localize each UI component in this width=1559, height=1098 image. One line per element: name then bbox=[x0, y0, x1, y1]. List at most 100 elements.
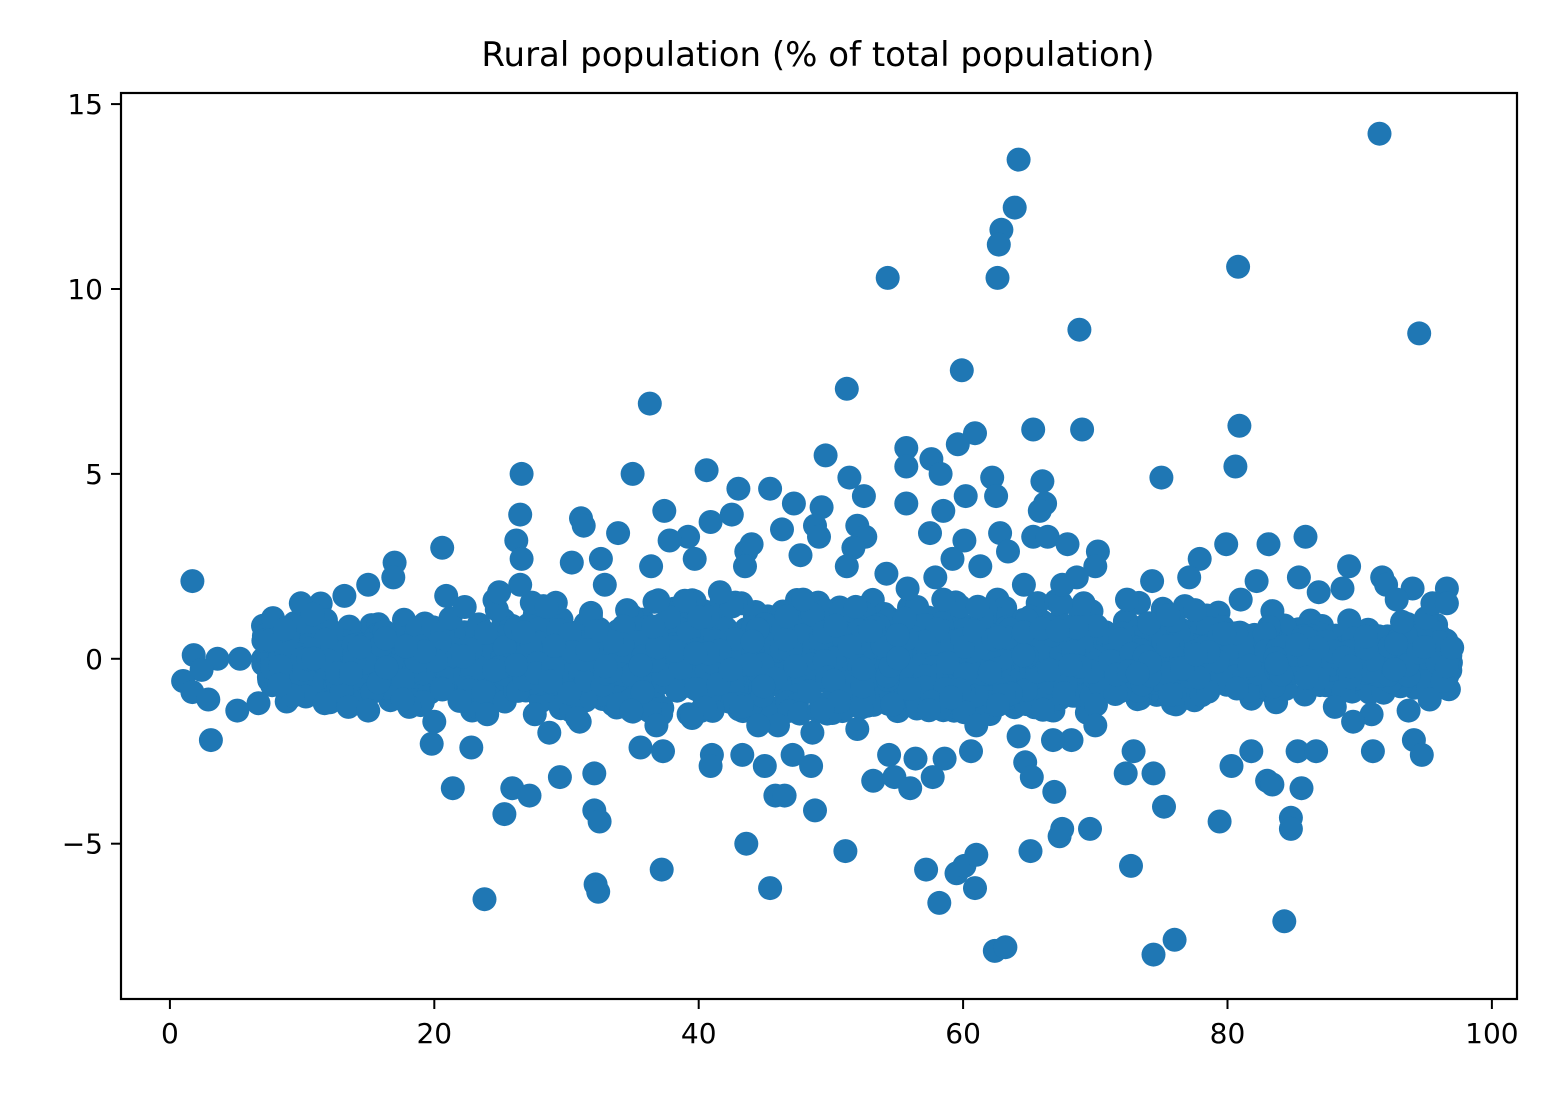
data-point bbox=[1434, 591, 1459, 616]
data-point bbox=[1067, 317, 1092, 342]
data-point bbox=[783, 654, 808, 679]
data-point bbox=[1214, 532, 1239, 557]
data-point bbox=[1006, 147, 1031, 172]
data-point bbox=[534, 595, 559, 619]
data-point bbox=[1337, 554, 1362, 579]
data-point bbox=[1306, 580, 1331, 605]
data-point bbox=[1412, 635, 1437, 660]
data-point bbox=[914, 857, 939, 882]
data-point bbox=[434, 583, 459, 608]
data-point bbox=[780, 742, 805, 767]
data-point bbox=[1359, 702, 1384, 727]
plot-frame bbox=[119, 91, 1519, 1001]
data-point bbox=[707, 580, 732, 605]
data-point bbox=[645, 635, 670, 660]
data-point bbox=[459, 735, 484, 760]
data-point bbox=[189, 657, 214, 682]
data-point bbox=[557, 681, 582, 706]
data-point bbox=[630, 680, 655, 704]
data-point bbox=[1037, 657, 1062, 682]
data-point bbox=[1304, 739, 1329, 764]
x-tick-label: 20 bbox=[416, 1017, 452, 1050]
data-point bbox=[726, 476, 751, 501]
data-point bbox=[751, 674, 776, 699]
data-point bbox=[639, 554, 664, 579]
data-point bbox=[791, 587, 816, 612]
data-point bbox=[1048, 592, 1073, 617]
data-point bbox=[1018, 839, 1043, 864]
data-point bbox=[511, 620, 536, 645]
data-point bbox=[646, 588, 671, 613]
data-point bbox=[730, 742, 755, 767]
data-point bbox=[1078, 816, 1102, 841]
data-point bbox=[509, 546, 534, 571]
data-point bbox=[1006, 724, 1031, 749]
y-axis: −5 0 5 10 15 bbox=[62, 88, 121, 861]
data-point bbox=[1382, 657, 1407, 682]
data-point bbox=[332, 583, 357, 608]
data-point bbox=[1059, 728, 1084, 753]
data-point bbox=[833, 839, 858, 864]
data-point bbox=[676, 524, 701, 549]
data-point bbox=[619, 698, 644, 723]
data-point bbox=[962, 619, 987, 644]
data-point bbox=[542, 633, 567, 658]
data-point bbox=[1030, 469, 1055, 494]
data-point bbox=[843, 594, 868, 619]
data-point bbox=[968, 554, 993, 579]
data-point bbox=[1141, 761, 1166, 786]
data-point bbox=[657, 528, 682, 553]
data-point bbox=[1019, 765, 1044, 790]
data-point bbox=[575, 638, 600, 662]
data-point bbox=[228, 646, 252, 671]
data-point bbox=[628, 735, 653, 760]
data-point bbox=[665, 678, 690, 703]
data-point bbox=[803, 798, 827, 823]
data-point bbox=[1272, 909, 1297, 934]
data-point bbox=[620, 461, 645, 486]
data-point bbox=[964, 842, 989, 867]
data-point bbox=[986, 232, 1011, 257]
data-point bbox=[986, 692, 1010, 717]
data-point bbox=[996, 539, 1020, 564]
data-point bbox=[492, 802, 517, 827]
x-tick-label: 80 bbox=[1210, 1017, 1246, 1050]
data-point bbox=[851, 484, 876, 509]
data-point bbox=[390, 687, 415, 712]
data-point bbox=[482, 658, 506, 683]
data-point bbox=[1184, 642, 1208, 667]
data-point bbox=[430, 677, 455, 702]
data-point bbox=[272, 617, 297, 642]
data-point bbox=[694, 458, 719, 483]
data-point bbox=[874, 561, 899, 586]
data-point bbox=[894, 454, 919, 479]
data-point bbox=[1137, 611, 1162, 636]
data-point bbox=[918, 521, 942, 546]
data-point bbox=[861, 768, 886, 793]
data-point bbox=[537, 720, 562, 745]
data-point bbox=[964, 713, 989, 738]
data-point bbox=[356, 698, 381, 723]
data-point bbox=[559, 550, 584, 575]
data-point bbox=[1121, 739, 1146, 764]
data-point bbox=[894, 491, 919, 516]
data-point bbox=[1293, 524, 1318, 549]
data-point bbox=[1030, 697, 1055, 722]
data-point bbox=[936, 650, 960, 675]
data-point bbox=[758, 876, 783, 901]
data-point bbox=[471, 679, 496, 704]
data-point bbox=[312, 691, 337, 716]
data-point bbox=[953, 484, 978, 509]
data-point bbox=[834, 376, 859, 401]
data-point bbox=[1396, 698, 1421, 723]
data-point bbox=[1227, 413, 1252, 438]
data-point bbox=[1156, 603, 1181, 628]
data-point bbox=[752, 754, 777, 778]
data-point bbox=[931, 498, 956, 523]
data-point bbox=[1183, 598, 1207, 623]
data-point bbox=[592, 572, 617, 597]
data-point bbox=[1187, 546, 1212, 571]
data-point bbox=[394, 634, 418, 659]
data-point bbox=[809, 495, 834, 520]
